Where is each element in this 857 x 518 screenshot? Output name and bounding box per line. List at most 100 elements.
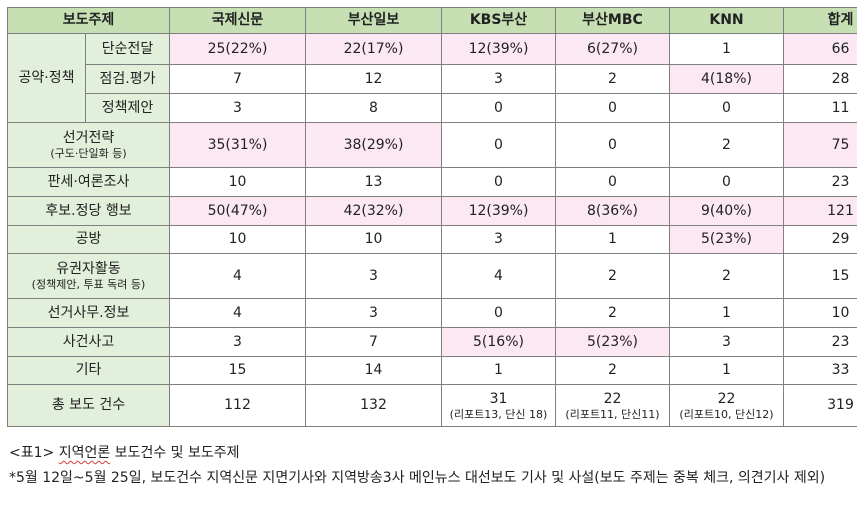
- table-cell: 3: [441, 64, 556, 94]
- table-cell: 14: [305, 356, 442, 385]
- table-cell: 75: [783, 122, 857, 168]
- row-label: 유권자활동 (정책제안, 투표 독려 등): [7, 253, 170, 299]
- table-cell: 22 (리포트10, 단신12): [669, 384, 784, 427]
- table-cell: 0: [555, 93, 670, 123]
- table-cell: 11: [783, 93, 857, 123]
- total-breakdown: (리포트10, 단신12): [679, 407, 774, 421]
- table-cell: 8: [305, 93, 442, 123]
- row-label-sub: (구도·단일화 등): [50, 147, 127, 160]
- table-cell: 3: [169, 93, 306, 123]
- table-cell: 0: [669, 167, 784, 197]
- table-cell: 0: [441, 93, 556, 123]
- row-label: 공방: [7, 225, 170, 254]
- table-cell: 112: [169, 384, 306, 427]
- table-cell: 0: [441, 167, 556, 197]
- table-cell: 3: [441, 225, 556, 254]
- row-label-sub: (정책제안, 투표 독려 등): [31, 278, 146, 291]
- table-caption: <표1> 지역언론 보도건수 및 보도주제: [9, 443, 240, 463]
- table-cell: 29: [783, 225, 857, 254]
- table-cell: 50(47%): [169, 196, 306, 226]
- table-cell: 12(39%): [441, 196, 556, 226]
- header-col: 합계: [783, 7, 857, 34]
- header-col: KNN: [669, 7, 784, 34]
- table-row: 점검.평가 7 12 3 2 4(18%) 28: [8, 64, 857, 94]
- table-cell: 7: [169, 64, 306, 94]
- group-label-pledge: 공약·정책: [7, 33, 86, 123]
- table-cell: 28: [783, 64, 857, 94]
- table-cell: 5(16%): [441, 327, 556, 357]
- table-cell: 0: [441, 122, 556, 168]
- table-cell: 31 (리포트13, 단신 18): [441, 384, 556, 427]
- total-row: 총 보도 건수 112 132 31 (리포트13, 단신 18) 22 (리포…: [7, 384, 857, 427]
- table-cell: 6(27%): [555, 33, 670, 65]
- header-col: 부산일보: [305, 7, 442, 34]
- table-cell: 15: [169, 356, 306, 385]
- total-breakdown: (리포트11, 단신11): [565, 407, 660, 421]
- table-cell: 4(18%): [669, 64, 784, 94]
- table-row: 선거사무.정보 4 3 0 2 1 10: [7, 298, 857, 328]
- total-count: 31: [489, 390, 508, 407]
- table-cell: 4: [169, 253, 306, 299]
- table-cell: 4: [441, 253, 556, 299]
- caption-rest: 보도건수 및 보도주제: [110, 445, 240, 461]
- table-cell: 35(31%): [169, 122, 306, 168]
- report-table: 보도주제 국제신문 부산일보 KBS부산 부산MBC KNN 합계 공약·정책 …: [7, 7, 857, 427]
- table-cell: 319: [783, 384, 857, 427]
- table-cell: 10: [783, 298, 857, 328]
- table-cell: 66: [783, 33, 857, 65]
- table-cell: 22 (리포트11, 단신11): [555, 384, 670, 427]
- table-cell: 132: [305, 384, 442, 427]
- table-cell: 8(36%): [555, 196, 670, 226]
- row-label: 정책제안: [85, 93, 170, 123]
- table-cell: 10: [169, 167, 306, 197]
- table-cell: 12: [305, 64, 442, 94]
- table-row: 선거전략 (구도·단일화 등) 35(31%) 38(29%) 0 0 2 75: [7, 122, 857, 168]
- header-topic: 보도주제: [7, 7, 170, 34]
- table-row: 기타 15 14 1 2 1 33: [7, 356, 857, 385]
- table-row: 사건사고 3 7 5(16%) 5(23%) 3 23: [7, 327, 857, 357]
- row-label: 후보.정당 행보: [7, 196, 170, 226]
- table-row: 공방 10 10 3 1 5(23%) 29: [7, 225, 857, 254]
- table-cell: 0: [555, 122, 670, 168]
- table-row: 유권자활동 (정책제안, 투표 독려 등) 4 3 4 2 2 15: [7, 253, 857, 299]
- table-footnote: *5월 12일~5월 25일, 보도건수 지역신문 지면기사와 지역방송3사 메…: [9, 470, 826, 486]
- table-cell: 3: [305, 253, 442, 299]
- row-label-main: 유권자활동: [56, 261, 121, 277]
- table-cell: 9(40%): [669, 196, 784, 226]
- table-row: 공약·정책 단순전달 25(22%) 22(17%) 12(39%) 6(27%…: [7, 33, 857, 123]
- table-cell: 10: [305, 225, 442, 254]
- row-label: 선거사무.정보: [7, 298, 170, 328]
- total-count: 22: [717, 390, 736, 407]
- table-cell: 0: [555, 167, 670, 197]
- header-row: 보도주제 국제신문 부산일보 KBS부산 부산MBC KNN 합계: [7, 7, 857, 34]
- row-label: 사건사고: [7, 327, 170, 357]
- table-cell: 0: [669, 93, 784, 123]
- table-cell: 3: [169, 327, 306, 357]
- table-cell: 0: [441, 298, 556, 328]
- row-label: 점검.평가: [85, 64, 170, 94]
- header-col: 국제신문: [169, 7, 306, 34]
- header-col: 부산MBC: [555, 7, 670, 34]
- total-breakdown: (리포트13, 단신 18): [449, 407, 548, 421]
- table-cell: 3: [669, 327, 784, 357]
- table-row: 판세·여론조사 10 13 0 0 0 23: [7, 167, 857, 197]
- row-label-main: 선거전략: [62, 130, 115, 146]
- table-cell: 15: [783, 253, 857, 299]
- table-cell: 12(39%): [441, 33, 556, 65]
- caption-prefix: <표1>: [9, 445, 59, 461]
- row-label: 총 보도 건수: [7, 384, 170, 427]
- total-count: 22: [603, 390, 622, 407]
- caption-underlined: 지역언론: [58, 445, 111, 461]
- row-label: 선거전략 (구도·단일화 등): [7, 122, 170, 168]
- table-cell: 5(23%): [555, 327, 670, 357]
- table-cell: 5(23%): [669, 225, 784, 254]
- header-col: KBS부산: [441, 7, 556, 34]
- table-cell: 42(32%): [305, 196, 442, 226]
- table-cell: 121: [783, 196, 857, 226]
- table-cell: 2: [555, 356, 670, 385]
- table-row: 정책제안 3 8 0 0 0 11: [8, 93, 857, 123]
- table-cell: 2: [669, 122, 784, 168]
- table-cell: 22(17%): [305, 33, 442, 65]
- table-row: 후보.정당 행보 50(47%) 42(32%) 12(39%) 8(36%) …: [7, 196, 857, 226]
- table-cell: 2: [669, 253, 784, 299]
